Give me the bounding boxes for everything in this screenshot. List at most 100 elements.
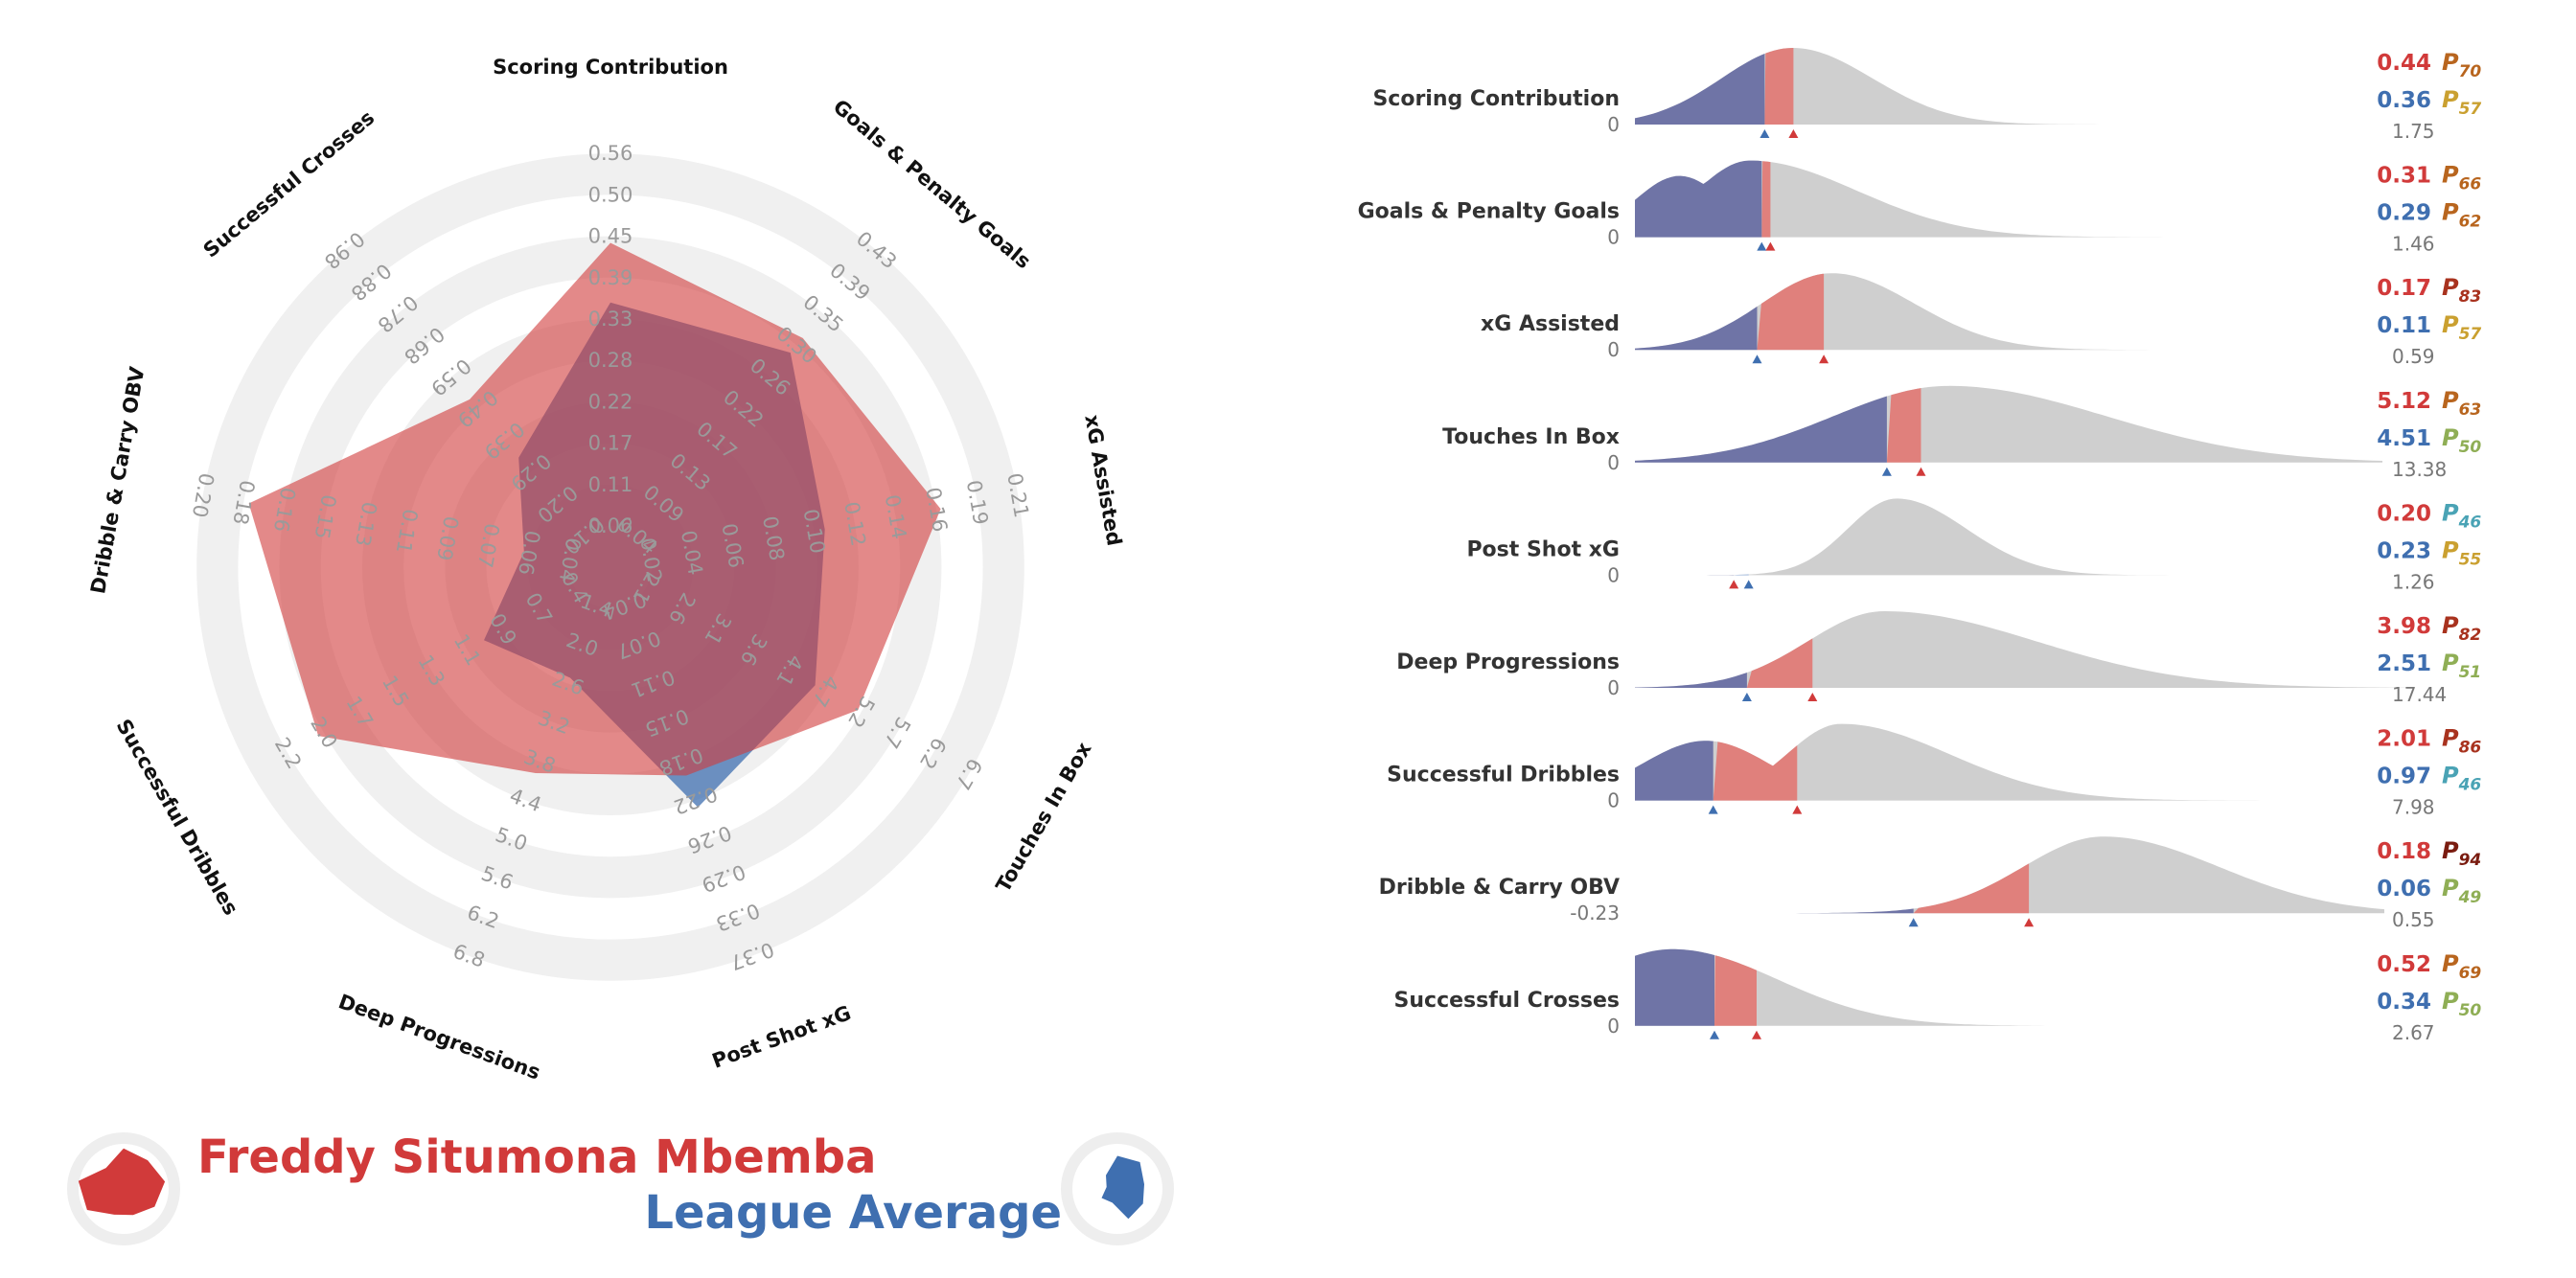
average-legend-icon-polygon [1101,1155,1144,1220]
average-percentile-value: 57 [2459,100,2482,119]
player-value: 0.44 [2377,51,2431,76]
player-marker [1729,580,1739,589]
player-percentile-value: 63 [2459,400,2482,420]
average-value: 0.97 [2377,765,2431,789]
dist-metric-label: Successful Crosses [1394,989,1620,1013]
player-value: 0.18 [2377,839,2431,864]
average-value: 0.23 [2377,538,2431,563]
dist-min-label: 0 [1607,789,1620,812]
dist-area [1635,160,2273,238]
player-percentile-value: 66 [2459,175,2482,194]
player-percentile: P82 [2442,612,2481,645]
dist-max-label: 2.67 [2392,1021,2435,1044]
player-name: Freddy Situmona Mbemba [197,1130,877,1184]
dist-min-label: 0 [1607,1015,1620,1038]
average-value: 0.29 [2377,201,2431,226]
player-value: 2.01 [2377,727,2431,752]
player-legend-icon-ring [67,1132,180,1245]
radar-axis-title: Successful Dribbles [112,716,243,920]
average-marker [1881,467,1892,476]
player-marker [1792,805,1803,814]
dist-min-label: 0 [1607,338,1620,361]
player-percentile: P66 [2442,162,2481,194]
average-percentile: P57 [2442,311,2481,344]
player-value: 3.98 [2377,614,2431,639]
dist-max-label: 17.44 [2392,683,2447,706]
dist-min-label: 0 [1607,563,1620,586]
dist-below-area [1635,673,1747,688]
radar-axis-title: Post Shot xG [709,1001,854,1073]
dist-metric-label: Goals & Penalty Goals [1358,200,1620,224]
player-value: 5.12 [2377,389,2431,414]
player-marker [1752,1030,1761,1039]
dist-diff-area [1913,863,2030,914]
average-percentile: P55 [2442,536,2481,569]
dist-area [1635,611,2413,688]
radar-tick-label: 0.45 [588,225,633,248]
average-legend-icon-ring [1061,1132,1174,1245]
player-marker [2024,918,2035,927]
average-percentile-value: 50 [2459,438,2482,457]
dist-metric-label: Deep Progressions [1396,650,1620,674]
radar-tick-label: 0.17 [588,432,633,455]
radar-tick-label: 0.56 [588,142,633,165]
radar-tick-label: 0.28 [588,349,633,372]
dist-diff-area [1761,161,1771,238]
radar-tick-label: 0.39 [588,266,633,289]
dist-max-label: 1.26 [2392,570,2435,593]
dist-diff-area [1713,742,1798,801]
average-marker [1752,354,1762,364]
average-percentile: P50 [2442,424,2481,457]
average-marker [1908,918,1919,927]
player-percentile: P63 [2442,387,2481,420]
dist-min-label: 0 [1607,451,1620,474]
average-percentile: P57 [2442,86,2481,119]
average-value: 4.51 [2377,426,2431,451]
player-percentile-value: 86 [2459,739,2482,758]
radar-tick-label: 0.22 [588,390,633,413]
dist-metric-label: Scoring Contribution [1372,87,1620,111]
radar-axis-title: Dribble & Carry OBV [86,364,149,595]
player-marker [1819,354,1829,364]
player-percentile: P94 [2442,837,2481,870]
player-marker [1765,241,1776,251]
dist-min-label: 0 [1607,676,1620,699]
radar-tick-label: 0.50 [588,183,633,206]
average-percentile: P62 [2442,199,2481,232]
dist-diff-area [1734,574,1749,576]
average-percentile-value: 46 [2458,776,2482,795]
average-percentile: P51 [2442,650,2481,682]
dist-max-label: 7.98 [2392,796,2435,819]
player-marker [1788,129,1799,138]
average-marker [1741,693,1752,701]
average-percentile: P46 [2442,763,2481,795]
average-percentile-value: 51 [2459,663,2482,682]
dist-diff-area [1757,273,1825,351]
average-marker [1743,580,1754,589]
radar-axis-title: Deep Progressions [335,990,543,1084]
player-percentile: P70 [2442,49,2481,81]
average-percentile-value: 49 [2458,888,2482,907]
dist-below-area [1635,54,1765,125]
dist-area [1635,948,2260,1026]
average-percentile-value: 62 [2459,213,2482,232]
dist-metric-label: Successful Dribbles [1387,764,1620,787]
player-percentile-value: 69 [2459,964,2482,983]
dist-below-area [1635,306,1758,351]
average-percentile-value: 57 [2459,325,2482,344]
dist-below-area [1635,908,1914,914]
radar-ring [196,153,1024,981]
player-percentile: P69 [2442,950,2481,983]
player-percentile-value: 82 [2459,626,2482,645]
radar-tick-label: 0.11 [588,473,633,496]
player-percentile: P46 [2442,499,2481,532]
player-percentile-value: 46 [2458,513,2482,532]
dist-below-area [1635,396,1887,463]
dist-max-label: 0.55 [2392,908,2435,931]
player-percentile-value: 70 [2459,62,2482,81]
